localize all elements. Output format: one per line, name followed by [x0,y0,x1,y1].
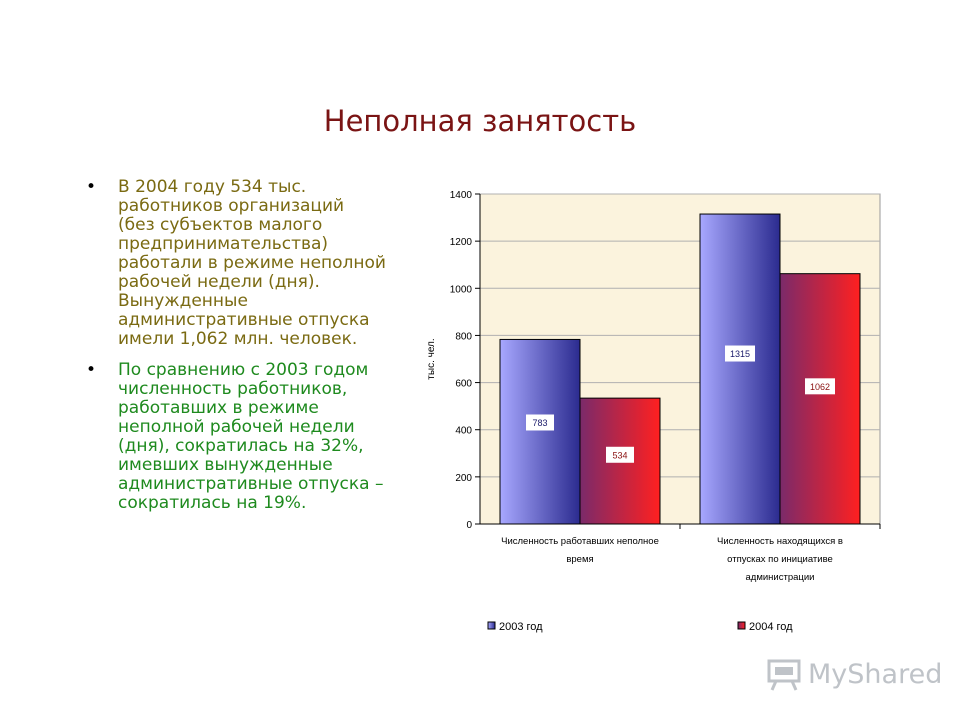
bullet-list: • В 2004 году 534 тыс. работников органи… [86,178,386,525]
y-tick-label: 1000 [450,284,473,295]
bullet-item: • В 2004 году 534 тыс. работников органи… [86,178,386,349]
y-axis-label: тыс. чел. [426,338,437,379]
x-tick-label: отпусках по инициативе [727,554,833,565]
y-tick-label: 600 [455,379,472,390]
y-tick-label: 0 [466,520,472,531]
bullet-dot: • [86,360,97,380]
bar [779,273,861,525]
x-tick-label: время [566,554,593,565]
data-label-box [725,345,755,362]
legend-label: 2003 год [499,621,543,633]
bar-chart: 0 200 400 600 800 1000 1200 1400 тыс. чел. 783 534… [426,190,881,633]
bar [499,338,581,525]
y-tick-label: 1200 [450,237,473,248]
blackboard-icon [767,659,801,691]
bullet-dot: • [86,177,97,197]
y-tick-label: 400 [455,426,472,437]
data-label: 1315 [730,349,750,359]
data-label-box [526,414,554,431]
x-tick-label: администрации [746,572,815,583]
chart-container: 0 200 400 600 800 1000 1200 1400 тыс. чел. 783 534… [410,180,910,650]
data-label: 534 [612,450,627,460]
bullet-item: • По сравнению с 2003 годом численность … [86,361,386,513]
watermark: MyShared [766,654,942,694]
legend-label: 2004 год [749,621,793,633]
legend-swatch [737,621,746,630]
page-title: Неполная занятость [323,104,637,138]
y-tick-label: 1400 [450,190,473,201]
x-tick-label: Численность работавших неполное [501,536,659,547]
data-label: 783 [532,418,547,428]
legend-swatch [487,621,496,630]
data-label-box [805,378,835,395]
y-tick-label: 200 [455,473,472,484]
x-tick-label: Численность находящихся в [717,536,843,547]
bar [699,213,781,525]
y-tick-label: 800 [455,331,472,342]
data-label-box [606,446,634,463]
bullet-text: В 2004 году 534 тыс. работников организа… [118,177,386,349]
bullet-text: По сравнению с 2003 годом численность ра… [118,360,384,513]
watermark-text: MyShared [808,658,943,690]
data-label: 1062 [810,382,830,392]
